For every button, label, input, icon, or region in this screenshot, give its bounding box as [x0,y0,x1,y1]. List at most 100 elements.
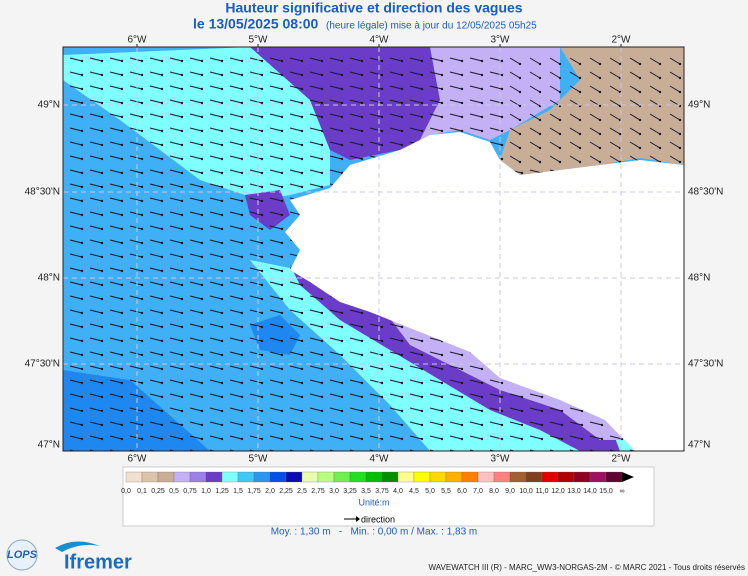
wave-arrow-head [240,437,244,441]
wave-arrow-head [220,227,224,231]
wave-arrow [209,421,223,426]
wave-arrow [289,323,303,328]
wave-arrow [169,295,183,300]
wave-arrow [429,71,443,76]
wave-arrow-head [420,129,424,133]
wave-arrow [209,239,223,244]
wave-arrow-head [380,325,384,329]
wave-arrow-head [500,87,504,91]
wave-arrow-head [140,73,144,77]
wave-arrow-head [518,76,522,80]
wave-arrow-head [100,437,104,441]
wave-arrow [669,127,681,135]
wave-arrow [89,99,103,104]
wave-arrow-head [300,437,304,441]
wave-arrow [69,323,83,328]
wave-arrow-head [120,115,124,119]
wave-arrow-head [400,367,404,371]
wave-arrow [529,71,541,79]
wave-arrow-head [360,115,364,119]
wave-arrow-head [100,381,104,385]
wave-arrow-head [240,129,244,133]
wave-arrow-head [320,297,324,301]
wave-arrow [569,407,583,412]
wave-arrow [389,379,403,384]
colorbar-segment [573,471,591,483]
wave-arrow-head [320,395,324,399]
wave-arrow-head [400,423,404,427]
wave-arrow-head [400,87,404,91]
wave-arrow [169,71,183,76]
wave-arrow [89,183,103,188]
wave-arrow-head [280,269,284,273]
wave-arrow-head [240,185,244,189]
wave-arrow [609,155,621,163]
wave-arrow-head [380,423,384,427]
wave-arrow-head [180,73,184,77]
wave-arrow [449,393,463,398]
wave-arrow [229,435,243,440]
wave-arrow [449,365,463,370]
wave-arrow-head [560,423,564,427]
wave-arrow [109,85,123,90]
wave-arrow-head [520,437,524,441]
wave-arrow-head [360,381,364,385]
direction-label: direction [361,514,395,524]
wave-arrow [489,393,503,398]
wave-arrow-head [360,143,364,147]
wave-arrow-head [340,129,344,133]
wave-arrow-head [340,353,344,357]
wave-arrow [669,85,681,93]
wave-arrow-head [658,132,662,136]
wave-arrow-head [80,297,84,301]
wave-arrow-head [360,73,364,77]
wave-arrow-head [300,101,304,105]
lon-label-bottom: 5°W [249,454,269,465]
wave-arrow [529,57,541,65]
wave-arrow-head [280,213,284,217]
wave-arrow-head [80,409,84,413]
wave-arrow-head [678,62,682,66]
wave-arrow-head [300,171,304,175]
wave-arrow [289,71,303,76]
wave-arrow-head [340,115,344,119]
wave-arrow [289,407,303,412]
colorbar-label: 8,0 [489,488,499,495]
wave-arrow-head [100,353,104,357]
wave-arrow-head [160,171,164,175]
wave-arrow-head [200,129,204,133]
wave-arrow [69,351,83,356]
wave-arrow-head [140,423,144,427]
wave-arrow-head [80,339,84,343]
wave-arrow-head [300,297,304,301]
wave-arrow [209,57,223,62]
wave-arrow-head [160,311,164,315]
wave-arrow-head [240,423,244,427]
wave-arrow-head [180,143,184,147]
wave-arrow [89,71,103,76]
wave-arrow [129,57,143,62]
wave-arrow [529,113,541,121]
wave-arrow-head [160,129,164,133]
colorbar-segment [493,471,511,483]
wave-arrow [209,85,223,90]
wave-arrow-head [300,73,304,77]
wave-arrow-head [300,115,304,119]
wave-arrow-head [400,395,404,399]
lat-label-left: 49°N [38,100,60,111]
wave-arrow [89,57,103,62]
wave-arrow-head [320,409,324,413]
wave-arrow-head [540,409,544,413]
wave-arrow-head [140,409,144,413]
wave-arrow [209,71,223,76]
wave-arrow-head [200,367,204,371]
wave-arrow [329,113,343,118]
wave-arrow [109,281,123,286]
colorbar-segment [157,471,175,483]
wave-arrow-head [280,101,284,105]
wave-arrow-head [678,118,682,122]
wave-arrow-head [500,59,504,63]
wave-arrow [169,365,183,370]
wave-arrow [169,169,183,174]
wave-arrow-head [420,339,424,343]
